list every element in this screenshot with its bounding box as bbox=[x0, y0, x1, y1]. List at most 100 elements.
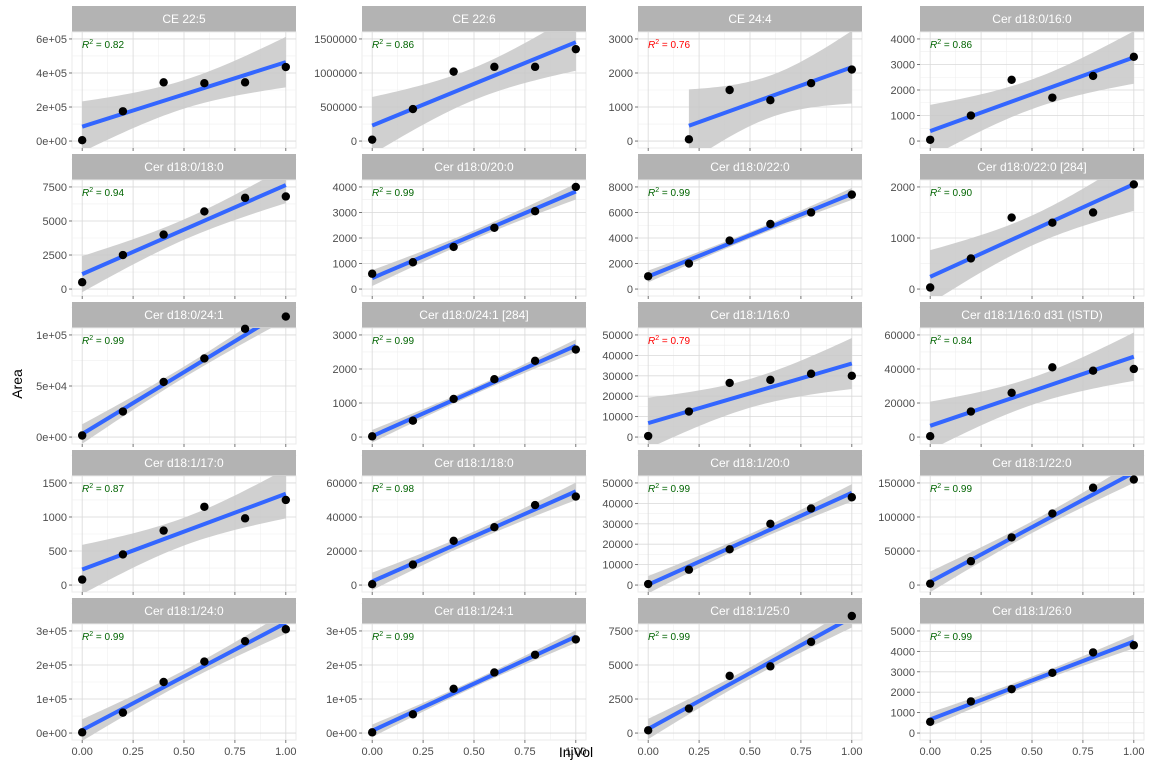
data-point bbox=[530, 650, 540, 659]
r-squared-label: R2 = 0.87 bbox=[82, 483, 124, 495]
x-tick-label: 0.50 bbox=[463, 746, 484, 758]
data-point bbox=[281, 62, 291, 72]
facet-title: Cer d18:1/24:1 bbox=[434, 604, 514, 618]
y-tick-label: 0 bbox=[351, 432, 357, 444]
facet-title: Cer d18:1/16:0 d31 (ISTD) bbox=[961, 308, 1102, 322]
facet-strip bbox=[638, 450, 862, 476]
y-tick-label: 0 bbox=[627, 284, 633, 296]
y-tick-label: 40000 bbox=[326, 512, 357, 524]
fit-line bbox=[81, 328, 261, 436]
data-point bbox=[766, 662, 775, 671]
y-tick-label: 3000 bbox=[891, 59, 915, 71]
data-point bbox=[200, 207, 209, 216]
y-tick-label: 0 bbox=[627, 728, 633, 740]
data-point bbox=[281, 495, 291, 505]
fit-line bbox=[929, 55, 1135, 133]
facet-panel: Cer d18:1/24:0 0e+00 1e+05 2e+05 3e+05 0.00 0.… bbox=[36, 598, 297, 758]
data-point bbox=[1088, 71, 1098, 81]
y-tick-label: 4000 bbox=[891, 646, 915, 658]
data-point bbox=[240, 514, 250, 523]
data-point bbox=[159, 230, 168, 239]
r-squared-label: R2 = 0.99 bbox=[930, 483, 972, 495]
data-point bbox=[966, 407, 976, 416]
y-tick-label: 20000 bbox=[884, 398, 915, 410]
data-point bbox=[408, 416, 418, 425]
data-point bbox=[490, 223, 499, 232]
r-squared-label: R2 = 0.86 bbox=[372, 39, 414, 51]
facet-strip bbox=[920, 6, 1144, 32]
r-squared-label: R2 = 0.99 bbox=[82, 335, 124, 347]
facet-panel: CE 22:50e+002e+054e+056e+050.000.250.500… bbox=[36, 6, 297, 166]
data-point bbox=[281, 312, 291, 321]
data-point bbox=[725, 671, 734, 681]
y-tick-label: 500 bbox=[49, 546, 67, 558]
data-point bbox=[766, 375, 775, 385]
data-point bbox=[490, 62, 499, 72]
facet-panel: Cer d18:0/18:002500500075000.000.250.500… bbox=[43, 154, 297, 314]
y-tick-label: 0 bbox=[627, 580, 633, 592]
r-squared-label: R2 = 0.84 bbox=[930, 335, 972, 347]
data-point bbox=[200, 657, 209, 666]
facet-panel: Cer d18:1/16:0 d31 (ISTD) 0 20000 40000 6000… bbox=[884, 302, 1145, 462]
y-tick-label: 0 bbox=[627, 432, 633, 444]
facet-title: Cer d18:1/18:0 bbox=[434, 456, 514, 470]
fit-line bbox=[81, 491, 287, 572]
facet-title: Cer d18:1/22:0 bbox=[992, 456, 1072, 470]
data-point bbox=[766, 219, 775, 229]
data-point bbox=[118, 708, 128, 717]
data-point bbox=[684, 135, 694, 144]
y-tick-label: 5e+04 bbox=[36, 381, 67, 393]
y-tick-label: 3000 bbox=[333, 207, 357, 219]
y-tick-label: 1500000 bbox=[314, 34, 357, 46]
r-squared-label: R2 = 0.99 bbox=[82, 631, 124, 643]
data-point bbox=[1048, 363, 1057, 372]
x-tick-label: 0.50 bbox=[1021, 746, 1042, 758]
data-point bbox=[77, 728, 87, 737]
y-tick-label: 1000 bbox=[891, 111, 915, 123]
y-tick-label: 3000 bbox=[333, 330, 357, 342]
facet-panel: Cer d18:1/25:0 0 2500 5000 7500 0.00 0.25 0.50 0… bbox=[609, 598, 863, 758]
facet-title: Cer d18:0/20:0 bbox=[434, 160, 514, 174]
facet-strip bbox=[362, 450, 586, 476]
data-point bbox=[449, 394, 458, 404]
data-point bbox=[643, 726, 653, 735]
data-point bbox=[367, 728, 377, 737]
x-tick-label: 0.25 bbox=[970, 746, 991, 758]
y-tick-label: 4e+05 bbox=[36, 68, 67, 80]
facet-strip bbox=[72, 302, 296, 328]
facet-title: Cer d18:0/16:0 bbox=[992, 12, 1072, 26]
data-point bbox=[847, 611, 857, 621]
y-tick-label: 7500 bbox=[43, 182, 67, 194]
y-tick-label: 2e+05 bbox=[326, 660, 357, 672]
data-point bbox=[847, 65, 857, 74]
data-point bbox=[530, 500, 540, 510]
y-tick-label: 60000 bbox=[326, 478, 357, 490]
y-tick-label: 3000 bbox=[891, 667, 915, 679]
facet-strip bbox=[72, 6, 296, 32]
y-tick-label: 0e+00 bbox=[326, 728, 357, 740]
fit-line bbox=[371, 343, 577, 438]
y-tick-label: 50000 bbox=[602, 330, 633, 342]
y-tick-label: 50000 bbox=[602, 478, 633, 490]
data-point bbox=[643, 431, 653, 441]
fit-line bbox=[81, 60, 287, 129]
facet-panel: Cer d18:1/22:00500001000001500000.000.25… bbox=[878, 450, 1145, 610]
fit-line bbox=[647, 624, 844, 731]
y-tick-label: 0 bbox=[351, 284, 357, 296]
y-tick-label: 1000 bbox=[891, 233, 915, 245]
data-point bbox=[367, 135, 377, 144]
y-tick-label: 0 bbox=[351, 580, 357, 592]
y-tick-label: 2500 bbox=[43, 250, 67, 262]
facet-panel: Cer d18:0/22:0020004000600080000.000.250… bbox=[609, 154, 863, 314]
data-point bbox=[966, 111, 976, 120]
y-tick-label: 2000 bbox=[333, 233, 357, 245]
data-point bbox=[240, 324, 250, 334]
y-tick-label: 0 bbox=[61, 580, 67, 592]
data-point bbox=[530, 62, 540, 72]
data-point bbox=[1088, 483, 1098, 492]
data-point bbox=[966, 697, 976, 706]
data-point bbox=[684, 565, 694, 574]
facet-panel: CE 22:60500000100000015000000.000.250.50… bbox=[314, 6, 587, 166]
r-squared-label: R2 = 0.90 bbox=[930, 187, 972, 199]
data-point bbox=[281, 192, 291, 201]
